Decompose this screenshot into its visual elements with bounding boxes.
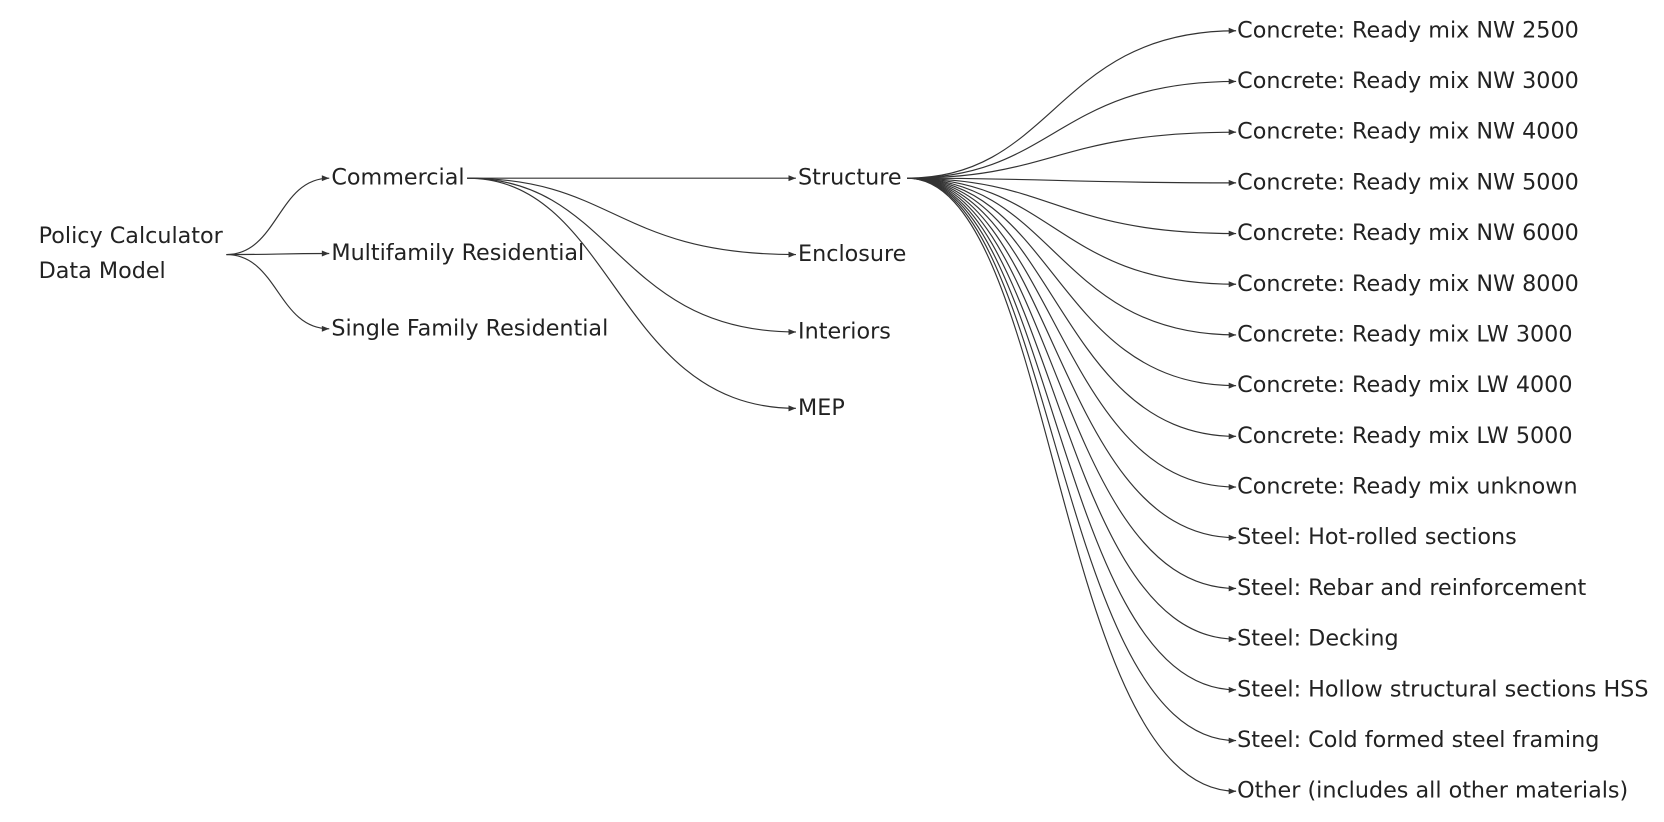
category-label: MEP [798,395,845,421]
edge-arrow [226,175,330,256]
building-type-label: Commercial [331,165,464,191]
category-label: Structure [798,165,902,191]
edge-arrow [907,27,1237,179]
material-label: Steel: Cold formed steel framing [1237,727,1599,753]
edge-arrow [907,177,1237,693]
root-label: Data Model [39,258,166,284]
edge-arrow [226,253,330,332]
root-label: Policy Calculator [39,223,224,249]
material-label: Steel: Decking [1237,626,1398,652]
building-type-label: Single Family Residential [331,315,608,341]
material-label: Concrete: Ready mix NW 4000 [1237,119,1579,145]
category-label: Interiors [798,318,891,344]
material-label: Concrete: Ready mix NW 3000 [1237,68,1579,94]
edge-arrow [907,177,1237,389]
category-label: Enclosure [798,241,906,267]
building-type-label: Multifamily Residential [331,240,584,266]
edge-arrow [907,177,1237,795]
edge-arrow [907,129,1237,179]
material-label: Other (includes all other materials) [1237,778,1628,804]
edge-arrow [467,177,796,412]
edge-arrow [907,177,1237,643]
material-label: Steel: Hot-rolled sections [1237,524,1517,550]
edge-arrow [467,177,796,335]
edge-arrow [907,177,1237,491]
material-label: Concrete: Ready mix NW 8000 [1237,271,1579,297]
edge-arrow [907,177,1237,440]
material-label: Concrete: Ready mix NW 6000 [1237,220,1579,246]
material-label: Concrete: Ready mix unknown [1237,474,1577,500]
edge-arrow [907,177,1237,592]
material-label: Concrete: Ready mix NW 5000 [1237,169,1579,195]
edge-arrow [907,177,1237,541]
edge-arrow [907,177,1237,338]
material-label: Steel: Hollow structural sections HSS [1237,676,1648,702]
edge-arrow [907,177,1237,288]
material-label: Concrete: Ready mix LW 4000 [1237,372,1572,398]
edge-arrow [907,177,1237,744]
edge-arrow [226,250,330,257]
edge-arrow [467,177,796,258]
material-label: Concrete: Ready mix NW 2500 [1237,17,1579,43]
edge-arrow [907,78,1237,179]
edge-arrow [907,177,1237,186]
material-label: Steel: Rebar and reinforcement [1237,575,1586,601]
edge-arrow [907,177,1237,237]
material-label: Concrete: Ready mix LW 5000 [1237,423,1572,449]
material-label: Concrete: Ready mix LW 3000 [1237,321,1572,347]
